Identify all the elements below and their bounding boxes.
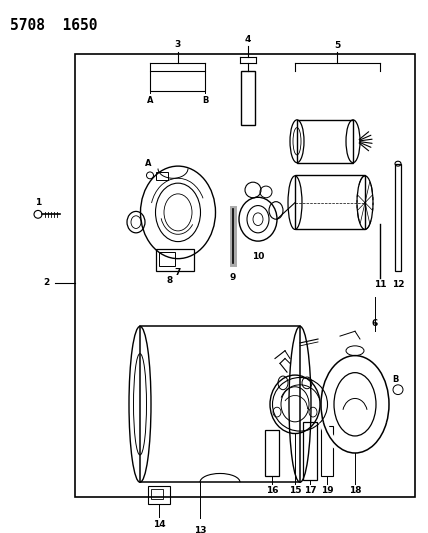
Text: 2: 2 <box>44 278 50 287</box>
Text: B: B <box>202 96 208 105</box>
Bar <box>297 120 353 163</box>
Text: 6: 6 <box>372 319 378 328</box>
Bar <box>150 71 205 91</box>
Text: 8: 8 <box>167 276 173 285</box>
Text: 15: 15 <box>289 486 301 495</box>
Text: A: A <box>145 159 151 168</box>
Bar <box>395 164 401 271</box>
Bar <box>265 430 279 477</box>
Text: 12: 12 <box>392 280 404 289</box>
Text: 19: 19 <box>321 486 333 495</box>
Text: 16: 16 <box>266 486 278 495</box>
Bar <box>241 71 255 125</box>
Text: 10: 10 <box>252 252 264 261</box>
Text: 1: 1 <box>35 198 41 207</box>
Bar <box>295 175 365 229</box>
Bar <box>75 54 415 497</box>
Text: 11: 11 <box>374 280 386 289</box>
Bar <box>303 422 317 480</box>
Bar <box>159 252 175 266</box>
Bar <box>151 489 163 499</box>
Text: B: B <box>392 375 398 384</box>
Bar <box>148 486 170 504</box>
Bar <box>156 173 168 180</box>
Text: 9: 9 <box>230 273 236 282</box>
Text: 18: 18 <box>349 486 361 495</box>
Text: 13: 13 <box>194 527 206 533</box>
Text: 3: 3 <box>175 41 181 50</box>
Bar <box>321 426 333 477</box>
Text: 17: 17 <box>304 486 316 495</box>
Bar <box>156 249 194 271</box>
Text: 5708  1650: 5708 1650 <box>10 18 98 33</box>
Text: 14: 14 <box>153 520 165 529</box>
Text: 5: 5 <box>334 41 340 50</box>
Text: 4: 4 <box>245 35 251 44</box>
Text: A: A <box>147 96 153 105</box>
Text: 7: 7 <box>175 268 181 277</box>
Bar <box>140 326 300 482</box>
